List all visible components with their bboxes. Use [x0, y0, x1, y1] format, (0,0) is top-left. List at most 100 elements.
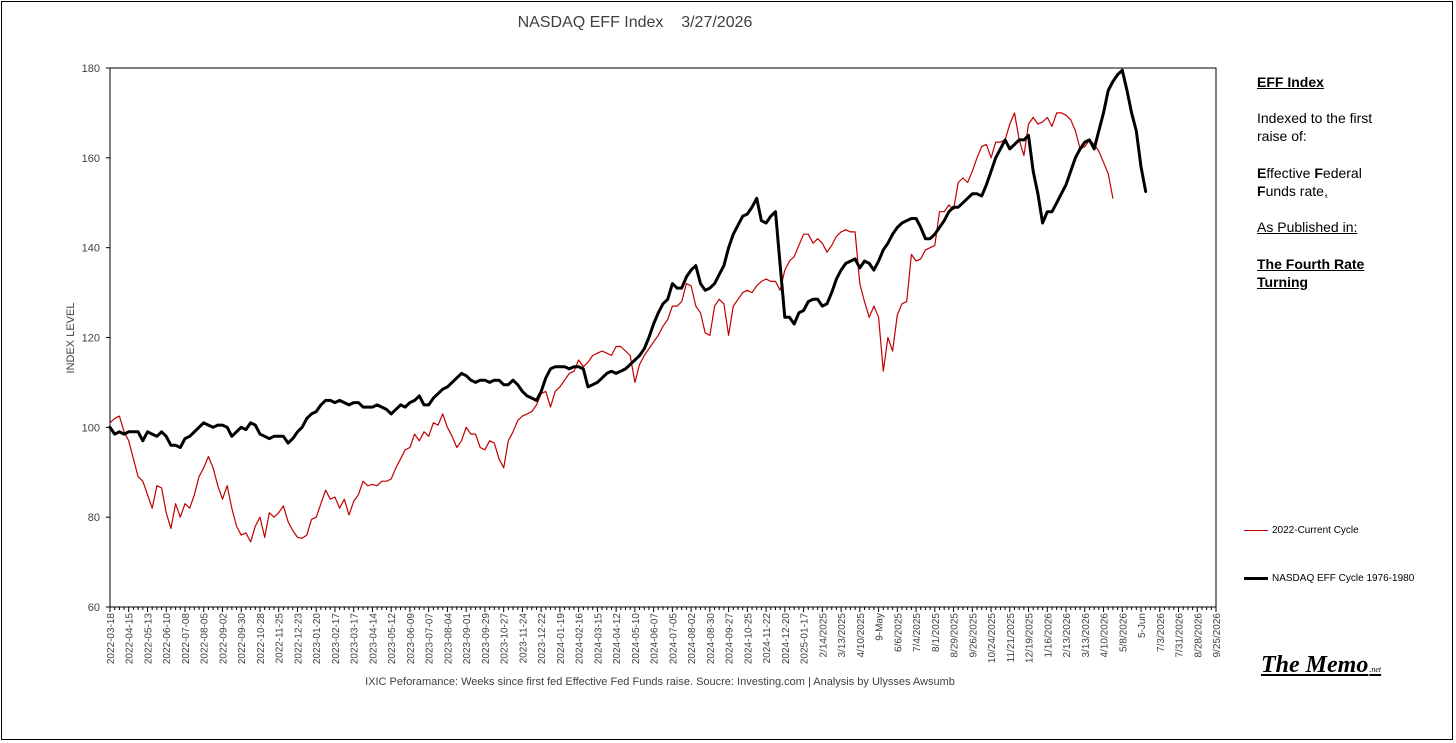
x-tick-label: 2023-02-17 [331, 613, 342, 665]
x-tick-label: 2024-06-07 [650, 613, 661, 665]
x-tick-label: 2024-07-05 [668, 613, 679, 665]
x-tick-label: 2024-05-10 [631, 613, 642, 665]
side-note-pub1: The Fourth Rate [1257, 256, 1365, 272]
x-tick-label: 2024-08-02 [687, 613, 698, 665]
side-note-heading: EFF Index [1257, 74, 1324, 90]
series-line-current-cycle [109, 112, 1114, 543]
series-layer [108, 68, 1148, 543]
series-line-eff-cycle-1976-1980 [108, 68, 1148, 449]
x-ticks: 2022-03-18 2022-04-15 2022-05-13 2022-06-10… [106, 607, 1223, 664]
legend-swatch-current [1244, 530, 1268, 531]
letter-e: E [1257, 165, 1267, 181]
side-note-published: As Published in: [1257, 219, 1358, 235]
x-tick-label: 5/8/2026 [1118, 613, 1129, 652]
y-axis-label: INDEX LEVEL [65, 303, 77, 374]
y-tick-label: 120 [82, 333, 100, 345]
x-tick-label: 2023-08-04 [443, 613, 454, 665]
side-note-ederal: ederal [1322, 165, 1362, 181]
y-tick-label: 60 [88, 602, 100, 614]
chart-title: NASDAQ EFF Index 3/27/2026 [517, 14, 753, 31]
x-tick-label: 2023-03-17 [350, 613, 361, 665]
x-tick-label: 2023-11-24 [518, 613, 529, 664]
side-note-line4: Funds rate, [1257, 182, 1328, 200]
x-tick-label: 2024-10-25 [743, 613, 754, 665]
x-tick-label: 2/13/2026 [1062, 613, 1073, 658]
side-note-pub2: Turning [1257, 274, 1309, 290]
x-tick-label: 11/21/2025 [1006, 613, 1017, 663]
y-tick-label: 80 [88, 512, 100, 524]
x-tick-label: 2022-05-13 [143, 613, 154, 665]
x-tick-label: 2023-12-22 [537, 613, 548, 665]
x-tick-label: 2022-06-10 [162, 613, 173, 665]
x-tick-label: 2024-03-15 [593, 613, 604, 665]
x-tick-label: 4/10/2026 [1100, 613, 1111, 658]
x-tick-label: 2022-09-30 [237, 613, 248, 665]
x-tick-label: 2022-12-23 [293, 613, 304, 665]
x-tick-label: 6/6/2025 [893, 613, 904, 652]
x-tick-label: 2024-02-16 [575, 613, 586, 665]
y-tick-label: 100 [82, 422, 100, 434]
x-tick-label: 2022-11-25 [275, 613, 286, 664]
plot-area-border [109, 67, 1217, 608]
side-note-line3: Effective Federal [1257, 164, 1362, 182]
x-tick-label: 7/3/2026 [1156, 613, 1167, 652]
x-tick-label: 2022-07-08 [181, 613, 192, 665]
x-axis-caption: IXIC Peforamance: Weeks since first fed … [365, 676, 955, 688]
x-tick-label: 2023-05-12 [387, 613, 398, 665]
side-note-effective: ffective [1266, 165, 1315, 181]
x-tick-label: 2022-08-05 [200, 613, 211, 665]
x-tick-label: 2022-10-28 [256, 613, 267, 665]
x-tick-label: 2024-12-20 [781, 613, 792, 665]
y-tick-label: 160 [82, 153, 100, 165]
x-tick-label: 8/28/2026 [1193, 613, 1204, 658]
x-tick-label: 8/29/2025 [950, 613, 961, 658]
x-tick-label: 8/1/2025 [931, 613, 942, 652]
x-tick-label: 9/25/2026 [1212, 613, 1223, 658]
side-note-line2: raise of: [1257, 128, 1307, 144]
x-tick-label: 2023-06-09 [406, 613, 417, 665]
x-tick-label: 2023-04-14 [368, 613, 379, 665]
x-tick-label: 12/19/2025 [1025, 613, 1036, 663]
legend-item-eff-cycle: NASDAQ EFF Cycle 1976-1980 [1244, 573, 1414, 584]
brand-name: The Memo [1261, 652, 1369, 678]
y-tick-label: 180 [82, 63, 100, 75]
x-tick-label: 2025-01-17 [800, 613, 811, 665]
y-tick-label: 140 [82, 243, 100, 255]
x-tick-label: 3/13/2026 [1081, 613, 1092, 658]
x-tick-label: 2024-04-12 [612, 613, 623, 665]
x-tick-label: 2023-09-29 [481, 613, 492, 665]
x-tick-label: 2024-11-22 [762, 613, 773, 664]
x-tick-label: 10/24/2025 [987, 613, 998, 663]
x-tick-label: 2022-04-15 [125, 613, 136, 665]
axes [109, 67, 1217, 608]
x-tick-label: 1/16/2026 [1043, 613, 1054, 658]
side-note-line1: Indexed to the first [1257, 110, 1373, 126]
side-note-comma: , [1323, 183, 1328, 199]
x-tick-label: 2022-09-02 [218, 613, 229, 665]
x-tick-label: 2024-09-27 [725, 613, 736, 665]
y-ticks: 60 80 100 120 140 160 180 [82, 63, 110, 614]
x-tick-label: 2024-01-19 [556, 613, 567, 665]
x-tick-label: 5-Jun [1137, 613, 1148, 638]
x-tick-label: 3/13/2025 [837, 613, 848, 658]
x-tick-label: 2023-07-07 [425, 613, 436, 665]
x-tick-label: 2023-09-01 [462, 613, 473, 665]
x-tick-label: 7/31/2026 [1175, 613, 1186, 658]
x-tick-label: 4/10/2025 [856, 613, 867, 658]
x-tick-label: 9/26/2025 [968, 613, 979, 658]
legend-swatch-eff [1244, 577, 1268, 580]
x-tick-label: 2022-03-18 [106, 613, 117, 665]
x-tick-label: 2/14/2025 [818, 613, 829, 658]
letter-f2: F [1257, 183, 1266, 199]
x-tick-label: 2023-01-20 [312, 613, 323, 665]
x-tick-label: 2024-08-30 [706, 613, 717, 665]
side-note-unds-rate: unds rate [1265, 183, 1324, 199]
legend-label-eff: NASDAQ EFF Cycle 1976-1980 [1272, 573, 1415, 584]
x-tick-label: 7/4/2025 [912, 613, 923, 652]
letter-f: F [1314, 165, 1323, 181]
x-tick-label: 9-May [875, 613, 886, 641]
brand-suffix: .net [1369, 665, 1382, 674]
brand-logo: The Memo.net [1261, 652, 1381, 679]
